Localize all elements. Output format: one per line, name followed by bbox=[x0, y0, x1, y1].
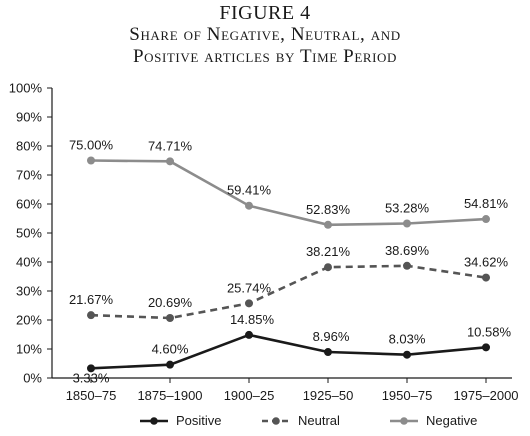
positive-series-line bbox=[90, 333, 487, 370]
positive-data-point bbox=[403, 350, 411, 359]
negative-data-point bbox=[245, 201, 253, 210]
legend-positive-label: Positive bbox=[176, 413, 222, 428]
x-tick-label: 1850–75 bbox=[66, 388, 117, 403]
x-tick-label: 1950–75 bbox=[382, 388, 433, 403]
positive-data-label: 8.03% bbox=[389, 332, 426, 347]
neutral-data-label: 38.21% bbox=[306, 244, 351, 259]
y-tick-label: 60% bbox=[16, 197, 42, 212]
neutral-data-point bbox=[87, 311, 95, 320]
positive-data-label: 10.58% bbox=[467, 324, 512, 339]
y-tick-label: 0% bbox=[23, 371, 42, 386]
y-tick-label: 80% bbox=[16, 139, 42, 154]
positive-data-label: 14.85% bbox=[230, 312, 275, 327]
neutral-data-label: 38.69% bbox=[385, 243, 430, 258]
figure-label: FIGURE 4 bbox=[219, 2, 311, 24]
negative-data-label: 53.28% bbox=[385, 200, 430, 215]
y-tick-label: 100% bbox=[9, 81, 43, 96]
x-tick-label: 1925–50 bbox=[303, 388, 354, 403]
positive-data-point bbox=[245, 330, 253, 339]
positive-data-label: 3.33% bbox=[73, 370, 110, 385]
x-tick-label: 1900–25 bbox=[224, 388, 275, 403]
neutral-series-line bbox=[90, 264, 487, 320]
neutral-data-point bbox=[166, 313, 174, 322]
negative-data-label: 52.83% bbox=[306, 202, 351, 217]
negative-data-label: 59.41% bbox=[227, 183, 272, 198]
negative-data-point bbox=[166, 157, 174, 166]
y-tick-label: 10% bbox=[16, 342, 42, 357]
chart-title-line-1: Share of Negative, Neutral, and bbox=[129, 24, 401, 45]
neutral-data-point bbox=[245, 299, 253, 308]
y-tick-label: 90% bbox=[16, 110, 42, 125]
neutral-data-label: 25.74% bbox=[227, 280, 272, 295]
neutral-data-point bbox=[324, 263, 332, 272]
neutral-data-point bbox=[482, 273, 490, 282]
positive-data-point bbox=[324, 348, 332, 357]
positive-data-label: 4.60% bbox=[152, 342, 189, 357]
negative-data-point bbox=[87, 156, 95, 165]
chart-title-line-2: Positive articles by Time Period bbox=[132, 46, 398, 67]
positive-data-label: 8.96% bbox=[313, 329, 350, 344]
positive-data-point bbox=[482, 343, 490, 352]
y-tick-label: 70% bbox=[16, 168, 42, 183]
positive-data-point bbox=[87, 364, 95, 373]
neutral-data-label: 34.62% bbox=[464, 255, 509, 270]
y-tick-label: 20% bbox=[16, 313, 42, 328]
negative-data-label: 75.00% bbox=[69, 138, 114, 153]
negative-data-label: 54.81% bbox=[464, 196, 509, 211]
x-tick-label: 1875–1900 bbox=[137, 388, 202, 403]
neutral-data-label: 20.69% bbox=[148, 295, 193, 310]
negative-series-line bbox=[90, 159, 487, 227]
y-tick-label: 30% bbox=[16, 284, 42, 299]
negative-data-label: 74.71% bbox=[148, 138, 193, 153]
legend-neutral-label: Neutral bbox=[298, 413, 340, 428]
neutral-data-label: 21.67% bbox=[69, 292, 114, 307]
x-tick-label: 1975–2000 bbox=[453, 388, 518, 403]
legend-negative-label: Negative bbox=[426, 413, 477, 428]
negative-data-point bbox=[482, 215, 490, 224]
legend-negative-marker bbox=[400, 417, 408, 425]
negative-data-point bbox=[324, 220, 332, 229]
y-tick-label: 50% bbox=[16, 226, 42, 241]
positive-data-point bbox=[166, 360, 174, 369]
negative-data-point bbox=[403, 219, 411, 228]
y-tick-label: 40% bbox=[16, 255, 42, 270]
neutral-data-point bbox=[403, 261, 411, 270]
legend-neutral-marker bbox=[272, 417, 280, 425]
legend-positive-marker bbox=[150, 417, 158, 425]
